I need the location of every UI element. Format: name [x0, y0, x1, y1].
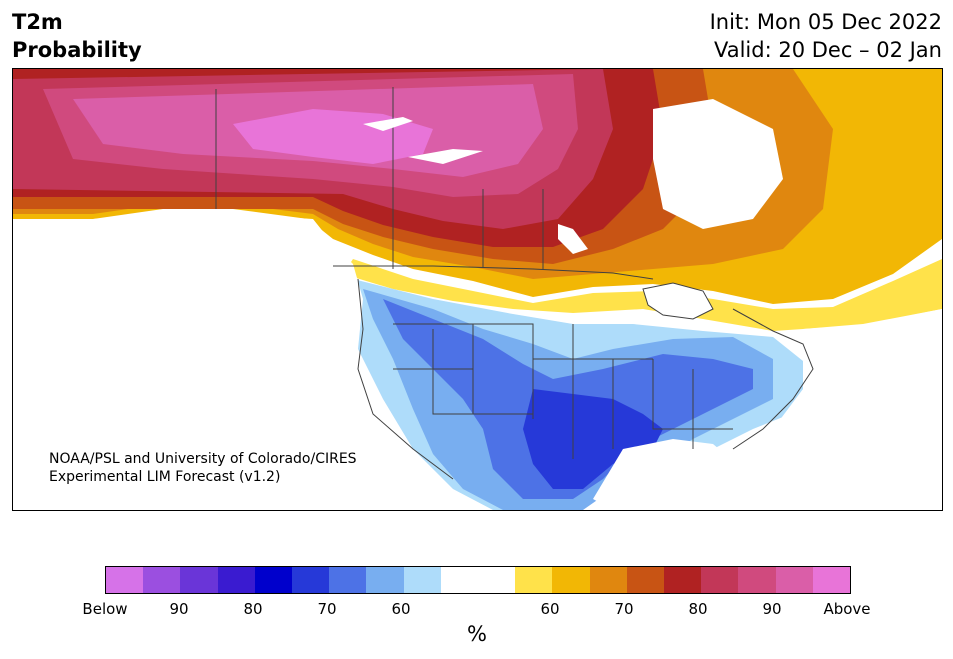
title-line-1: T2m [12, 10, 63, 34]
canada-lake-3 [558, 224, 588, 254]
pacific-ocean [13, 214, 463, 510]
colorbar-swatch [552, 567, 590, 593]
colorbar-swatch [775, 567, 813, 593]
colorbar-tick-label: 80 [688, 600, 708, 618]
colorbar-swatch [478, 567, 516, 593]
colorbar-swatch [515, 567, 553, 593]
colorbar-tick-label: 90 [762, 600, 782, 618]
probability-map [12, 68, 943, 511]
colorbar-tick-label: 90 [169, 600, 189, 618]
colorbar-swatch [143, 567, 181, 593]
colorbar-swatch [106, 567, 144, 593]
init-date: Init: Mon 05 Dec 2022 [709, 10, 942, 34]
atlantic-ocean [753, 309, 942, 510]
colorbar-tick-label: Below [82, 600, 128, 618]
warm-region-55 [343, 259, 942, 331]
great-lakes [642, 282, 714, 320]
credit-line-2: Experimental LIM Forecast (v1.2) [49, 469, 281, 485]
colorbar-swatch [254, 567, 293, 593]
cold-region-70 [523, 389, 663, 489]
map-title: T2m Probability [12, 8, 142, 64]
colorbar [105, 566, 851, 594]
colorbar-swatch [701, 567, 739, 593]
colorbar-tick-label: 70 [317, 600, 337, 618]
gulf-of-mexico [593, 439, 773, 510]
colorbar-tick-label: 60 [391, 600, 411, 618]
canada-lake-1 [363, 117, 413, 131]
colorbar-tick-label: 80 [243, 600, 263, 618]
colorbar-swatch [626, 567, 665, 593]
credit-text: NOAA/PSL and University of Colorado/CIRE… [49, 450, 357, 486]
colorbar-swatch [403, 567, 441, 593]
colorbar-swatch [366, 567, 404, 593]
credit-line-1: NOAA/PSL and University of Colorado/CIRE… [49, 451, 357, 467]
colorbar-tick-label: 60 [540, 600, 560, 618]
colorbar-swatch [738, 567, 776, 593]
map-canvas [13, 69, 942, 510]
title-line-2: Probability [12, 38, 142, 62]
borders [215, 87, 814, 480]
colorbar-swatch [217, 567, 255, 593]
colorbar-units: % [467, 622, 487, 646]
colorbar-swatch [664, 567, 702, 593]
valid-dates: Valid: 20 Dec – 02 Jan [713, 38, 942, 62]
colorbar-swatch [180, 567, 218, 593]
hudson-bay [653, 99, 783, 229]
colorbar-swatch [292, 567, 330, 593]
colorbar-swatch [440, 567, 479, 593]
colorbar-tick-label: Above [823, 600, 871, 618]
forecast-dates: Init: Mon 05 Dec 2022 Valid: 20 Dec – 02… [710, 8, 942, 64]
canada-lake-2 [408, 149, 483, 164]
colorbar-swatch [329, 567, 367, 593]
colorbar-swatch [589, 567, 627, 593]
colorbar-tick-label: 70 [614, 600, 634, 618]
colorbar-swatch [812, 567, 851, 593]
